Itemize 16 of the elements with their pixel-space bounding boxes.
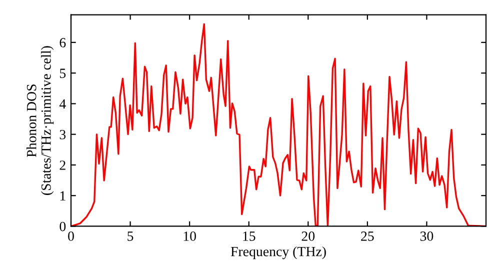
x-axis-title: Frequency (THz) bbox=[230, 246, 326, 260]
x-tick-label: 20 bbox=[302, 232, 315, 241]
y-tick-label: 5 bbox=[60, 68, 66, 78]
x-tick-label: 0 bbox=[68, 232, 74, 241]
y-tick-label: 6 bbox=[60, 38, 66, 48]
y-tick-label: 0 bbox=[60, 222, 66, 232]
x-tick-label: 25 bbox=[361, 232, 374, 241]
y-tick-label: 2 bbox=[60, 160, 66, 170]
x-tick-label: 5 bbox=[128, 232, 134, 241]
y-axis-title: Phonon DOS (States/THz·primitive cell) bbox=[26, 46, 54, 195]
x-tick-label: 15 bbox=[243, 232, 256, 241]
x-tick-label: 30 bbox=[420, 232, 434, 241]
x-tick-label: 10 bbox=[184, 232, 196, 241]
y-tick-label: 4 bbox=[59, 99, 66, 109]
y-tick-label: 1 bbox=[60, 191, 66, 200]
y-tick-label: 3 bbox=[60, 130, 66, 140]
